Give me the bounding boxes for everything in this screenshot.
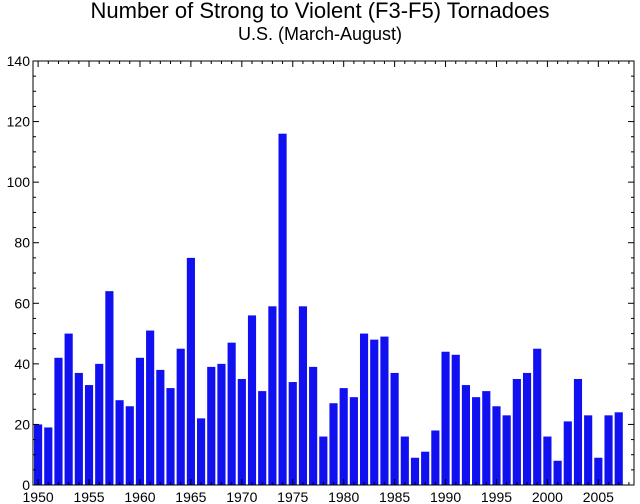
bar-1957 — [105, 291, 114, 485]
bar-2003 — [573, 379, 583, 485]
bar-2007 — [614, 412, 623, 485]
bar-2001 — [553, 460, 562, 485]
y-tick-label: 120 — [7, 114, 31, 130]
bar-1974 — [278, 133, 287, 485]
y-tick-label: 100 — [7, 174, 31, 190]
x-tick-label: 1970 — [226, 489, 257, 504]
x-tick-label: 1990 — [430, 489, 461, 504]
bar-1992 — [461, 385, 470, 485]
bar-1997 — [512, 379, 521, 485]
bar-1967 — [207, 366, 216, 485]
bar-1976 — [298, 306, 308, 485]
bar-1990 — [441, 351, 450, 485]
bar-1979 — [329, 403, 338, 485]
x-tick-label: 1960 — [124, 489, 155, 504]
bar-1994 — [482, 391, 491, 485]
bar-1982 — [359, 333, 369, 485]
bar-2004 — [584, 415, 593, 485]
bar-1969 — [227, 342, 236, 485]
y-tick-label: 60 — [14, 295, 30, 311]
y-tick-label: 140 — [7, 53, 31, 69]
bar-1995 — [492, 406, 501, 485]
bar-1962 — [156, 369, 165, 485]
bar-1951 — [44, 427, 53, 485]
bar-1973 — [268, 306, 277, 485]
x-tick-label: 1965 — [175, 489, 206, 504]
bar-1998 — [522, 372, 532, 485]
bar-1956 — [95, 363, 104, 485]
bar-1999 — [533, 348, 542, 485]
bar-1987 — [410, 457, 420, 485]
bar-1975 — [288, 382, 297, 485]
bar-1950 — [34, 424, 43, 485]
bars-group — [34, 133, 623, 485]
bar-1984 — [380, 336, 389, 485]
bar-1959 — [125, 406, 134, 485]
bar-1981 — [349, 397, 358, 485]
bar-1953 — [64, 333, 73, 485]
bar-1965 — [186, 257, 195, 485]
bar-1980 — [339, 388, 348, 485]
bar-1983 — [370, 339, 379, 485]
bar-2005 — [594, 457, 603, 485]
x-tick-label: 1995 — [481, 489, 512, 504]
bar-1954 — [74, 372, 83, 485]
bar-1971 — [247, 315, 257, 485]
x-tick-label: 1980 — [328, 489, 359, 504]
bar-1964 — [176, 348, 185, 485]
plot-frame — [32, 60, 635, 486]
bar-1966 — [197, 418, 206, 485]
x-axis: 1950 1955 1960 1965 1970 1975 1980 1985 1990 1995… — [23, 61, 630, 504]
x-tick-label: 1985 — [379, 489, 410, 504]
bar-1960 — [135, 357, 145, 485]
bar-1970 — [237, 379, 246, 485]
bar-1989 — [431, 430, 440, 485]
y-tick-label: 0 — [22, 477, 30, 493]
y-axis: 0 20 40 60 80 100 120 140 — [7, 53, 634, 493]
bar-1993 — [472, 397, 481, 485]
bar-1972 — [258, 391, 267, 485]
bar-1952 — [54, 357, 63, 485]
chart-title: Number of Strong to Violent (F3-F5) Torn… — [90, 0, 550, 23]
bar-1986 — [400, 436, 409, 485]
bar-1961 — [146, 330, 155, 485]
bar-1985 — [390, 372, 399, 485]
x-tick-label: 2000 — [532, 489, 563, 504]
x-tick-label: 1955 — [73, 489, 104, 504]
bar-2002 — [563, 421, 572, 485]
bar-1955 — [84, 385, 94, 485]
chart-subtitle: U.S. (March-August) — [237, 24, 403, 44]
bar-1958 — [115, 400, 124, 485]
bar-1996 — [502, 415, 511, 485]
bar-2006 — [604, 415, 613, 485]
y-tick-label: 40 — [14, 356, 30, 372]
bar-1991 — [451, 354, 460, 485]
x-tick-label: 1950 — [23, 489, 54, 504]
x-tick-label: 2005 — [583, 489, 614, 504]
y-tick-label: 80 — [14, 235, 30, 251]
bar-1963 — [166, 388, 175, 485]
y-tick-label: 20 — [14, 416, 30, 432]
x-tick-label: 1975 — [277, 489, 308, 504]
bar-1968 — [217, 363, 226, 485]
bar-1977 — [309, 366, 318, 485]
bar-2000 — [543, 436, 552, 485]
bar-1988 — [421, 451, 430, 485]
bar-1978 — [319, 436, 328, 485]
